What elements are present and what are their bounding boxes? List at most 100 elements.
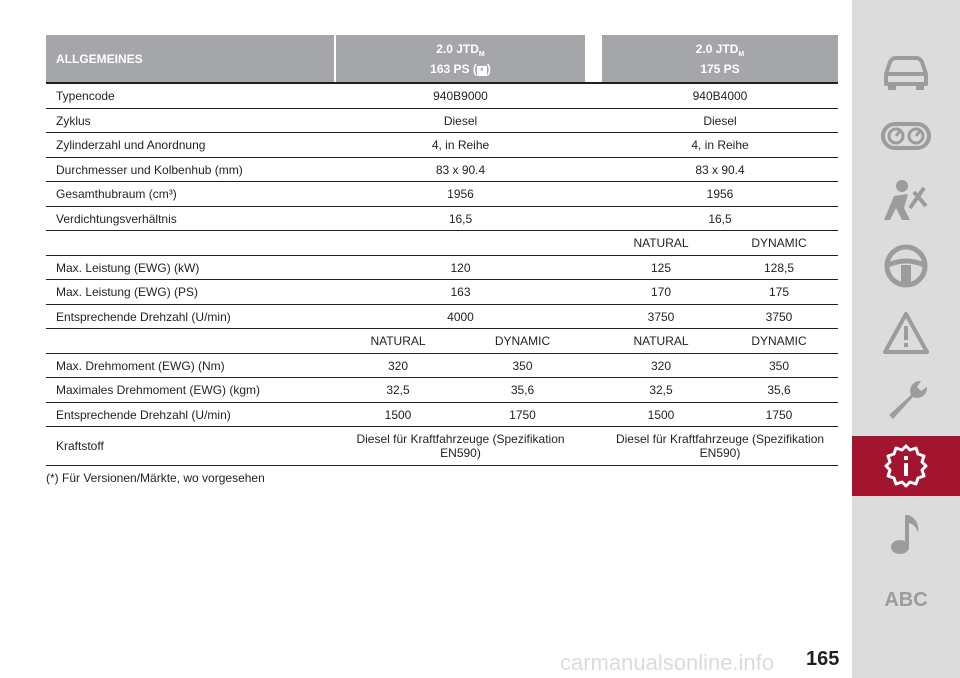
table-row: Maximales Drehmoment (EWG) (kgm) 32,5 35… (46, 378, 838, 403)
table-row: Typencode 940B9000 940B4000 (46, 84, 838, 109)
row-value: 32,5 (386, 383, 410, 397)
row-value: Diesel (703, 113, 737, 128)
page-number: 165 (806, 648, 840, 670)
row-value: 1750 (509, 407, 536, 422)
row-label: Verdichtungsverhältnis (56, 211, 177, 226)
fuel-value-163: Diesel für Kraftfahrzeuge (Spezifikation… (336, 427, 585, 465)
sidebar-item-car[interactable] (852, 42, 960, 102)
mode-natural: NATURAL (370, 334, 426, 348)
sidebar-item-driving[interactable] (852, 236, 960, 296)
row-value: 16,5 (708, 211, 732, 226)
row-value: 35,6 (510, 383, 535, 397)
row-label: Entsprechende Drehzahl (U/min) (56, 309, 231, 324)
row-value: 163 (450, 285, 471, 299)
row-value: Diesel (443, 113, 478, 128)
fuel-value-line: Diesel für Kraftfahrzeuge (Spezifikation (356, 432, 565, 446)
sidebar-item-maintenance[interactable] (852, 370, 960, 430)
sidebar-item-index[interactable]: ABC (852, 570, 960, 630)
sidebar-item-dashboard[interactable] (852, 106, 960, 166)
footnote: (*) Für Versionen/Märkte, wo vorgesehen (46, 471, 265, 485)
header-variant-175: 2.0 JTDM 175 PS (602, 35, 838, 82)
row-value: 83 x 90.4 (435, 162, 486, 177)
header-general-label: ALLGEMEINES (56, 51, 143, 66)
mode-natural: NATURAL (633, 236, 689, 250)
power-mode-row: NATURAL DYNAMIC (46, 231, 838, 256)
row-label: Kraftstoff (56, 439, 104, 453)
chapter-sidebar: ABC (852, 0, 960, 678)
variant-175-model: 2.0 JTD (695, 41, 739, 56)
table-row: Entsprechende Drehzahl (U/min) 1500 1750… (46, 403, 838, 427)
row-label: Maximales Drehmoment (EWG) (kgm) (56, 383, 261, 397)
table-row: Zyklus Diesel Diesel (46, 109, 838, 133)
row-value: 4000 (447, 309, 474, 324)
fuel-value-line: EN590) (699, 446, 741, 460)
row-value: 1500 (647, 407, 675, 422)
row-value: 350 (512, 358, 533, 373)
car-icon (884, 56, 928, 90)
header-general: ALLGEMEINES (46, 35, 334, 82)
variant-163-power: 163 PS ( (430, 61, 477, 76)
row-label: Durchmesser und Kolbenhub (mm) (56, 162, 243, 177)
row-label: Zylinderzahl und Anordnung (56, 138, 206, 152)
row-value: 4, in Reihe (691, 138, 749, 152)
footnote-star-icon: * (476, 65, 487, 76)
row-value: 350 (768, 358, 790, 373)
seatbelt-person-icon (884, 180, 928, 220)
index-label: ABC (884, 588, 928, 611)
music-note-icon (891, 515, 919, 554)
row-value: 16,5 (448, 211, 473, 226)
row-value: 3750 (647, 309, 675, 324)
sidebar-item-multimedia[interactable] (852, 504, 960, 564)
row-label: Max. Leistung (EWG) (PS) (56, 285, 199, 299)
variant-175-subscript: M (738, 50, 745, 58)
variant-175-power: 175 PS (700, 61, 740, 76)
sidebar-item-safety[interactable] (852, 170, 960, 230)
row-value: 125 (650, 260, 672, 275)
manual-page: ALLGEMEINES 2.0 JTDM 163 PS (*) 2.0 JTDM… (46, 35, 840, 675)
torque-mode-row: NATURAL DYNAMIC NATURAL DYNAMIC (46, 329, 838, 354)
row-label: Gesamthubraum (cm³) (56, 187, 177, 201)
row-value: 128,5 (763, 260, 795, 275)
warning-triangle-icon (883, 312, 929, 354)
table-row: Entsprechende Drehzahl (U/min) 4000 3750… (46, 305, 838, 329)
table-row: Max. Leistung (EWG) (kW) 120 125 128,5 (46, 256, 838, 280)
variant-163-close: ) (486, 61, 491, 76)
sidebar-item-emergency[interactable] (852, 303, 960, 363)
row-label: Max. Drehmoment (EWG) (Nm) (56, 358, 225, 373)
technical-data-gear-icon (884, 444, 928, 488)
table-row: Gesamthubraum (cm³) 1956 1956 (46, 182, 838, 207)
row-value: 83 x 90.4 (695, 162, 745, 177)
mode-dynamic: DYNAMIC (751, 236, 807, 250)
row-label: Zyklus (56, 113, 91, 128)
mode-dynamic: DYNAMIC (494, 334, 551, 348)
variant-163-model: 2.0 JTD (436, 41, 479, 56)
header-variant-163: 2.0 JTDM 163 PS (*) (336, 35, 585, 82)
row-value: 3750 (765, 309, 793, 324)
sidebar-item-technical-data[interactable] (852, 436, 960, 496)
row-label: Max. Leistung (EWG) (kW) (56, 260, 200, 275)
watermark: carmanualsonline.info (560, 650, 775, 675)
row-label: Typencode (56, 89, 115, 103)
table-row: Max. Drehmoment (EWG) (Nm) 320 350 320 3… (46, 354, 838, 378)
row-value: 1500 (384, 407, 412, 422)
table-row: Durchmesser und Kolbenhub (mm) 83 x 90.4… (46, 158, 838, 182)
row-value: 320 (387, 358, 409, 373)
row-value: 4, in Reihe (431, 138, 490, 152)
row-value: 940B4000 (692, 89, 748, 103)
row-value: 35,6 (767, 383, 791, 397)
row-value: 940B9000 (433, 89, 488, 103)
mode-dynamic: DYNAMIC (751, 334, 807, 348)
fuel-value-line: EN590) (440, 446, 481, 460)
fuel-value-line: Diesel für Kraftfahrzeuge (Spezifikation (615, 432, 825, 446)
row-value: 1956 (706, 187, 734, 201)
row-value: 1750 (765, 407, 793, 422)
row-value: 1956 (447, 187, 474, 201)
wrench-icon (889, 380, 928, 419)
fuel-value-175: Diesel für Kraftfahrzeuge (Spezifikation… (602, 427, 838, 465)
row-value: 175 (768, 285, 790, 299)
table-row: Max. Leistung (EWG) (PS) 163 170 175 (46, 280, 838, 305)
header-rule (46, 82, 838, 84)
variant-163-subscript: M (478, 50, 485, 58)
fuel-row: Kraftstoff Diesel für Kraftfahrzeuge (Sp… (46, 427, 838, 466)
dashboard-gauges-icon (881, 122, 931, 150)
